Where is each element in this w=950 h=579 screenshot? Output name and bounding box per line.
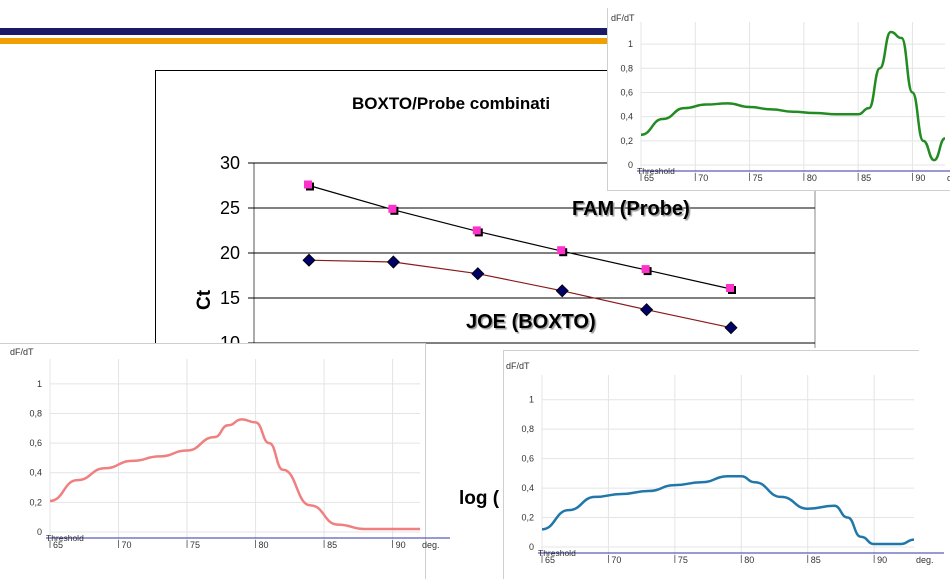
melt-green-y-tick-label: 0,8 xyxy=(620,63,633,73)
melt-green-y-tick-label: 1 xyxy=(628,39,633,49)
melt-green-x-tick-label: 65 xyxy=(644,173,654,183)
melt-green-x-tick-label: 80 xyxy=(807,173,817,183)
melt-pink-y-tick-label: 0,6 xyxy=(29,438,42,448)
melt-blue-y-tick-label: 0 xyxy=(529,542,534,552)
melt-green-x-tick-label: 90 xyxy=(915,173,925,183)
melt-green-curve xyxy=(640,30,946,162)
melt-green-x-tick-label: 70 xyxy=(698,173,708,183)
melt-pink-x-tick-label: 80 xyxy=(259,540,269,550)
melt-green-x-tick-label: 75 xyxy=(753,173,763,183)
melt-curve-green-panel: 1 0,8 0,6 0,4 0,2 0 65 70 75 80 85 90 dF/dT deg. Thres… xyxy=(607,8,950,191)
melt-blue-y-axis-label: dF/dT xyxy=(506,361,530,371)
melt-pink-x-tick-label: 75 xyxy=(190,540,200,550)
melt-curve-pink: 1 0,8 0,6 0,4 0,2 0 65 70 75 80 85 90 dF/dT deg. Thres… xyxy=(10,347,450,550)
melt-pink-y-tick-label: 1 xyxy=(37,379,42,389)
melt-pink-x-axis-label: deg. xyxy=(422,540,440,550)
melt-blue-x-axis-label: deg. xyxy=(916,555,934,565)
melt-blue-x-tick-label: 65 xyxy=(545,555,555,565)
header-bar-gold xyxy=(0,38,620,44)
melt-green-x-axis-label: deg. xyxy=(947,173,950,183)
melt-blue-x-tick-label: 70 xyxy=(611,555,621,565)
melt-green-y-tick-label: 0,2 xyxy=(620,136,633,146)
melt-blue-threshold-label: Threshold xyxy=(538,548,576,558)
melt-pink-y-tick-label: 0,2 xyxy=(29,497,42,507)
melt-pink-x-tick-label: 85 xyxy=(327,540,337,550)
header-bar-navy xyxy=(0,28,620,35)
melt-curve-green: 1 0,8 0,6 0,4 0,2 0 65 70 75 80 85 90 dF/dT deg. Thres… xyxy=(611,13,950,183)
melt-pink-curve xyxy=(49,418,420,531)
melt-blue-x-tick-label: 75 xyxy=(678,555,688,565)
melt-blue-y-tick-label: 0,6 xyxy=(521,454,534,464)
melt-blue-x-tick-label: 80 xyxy=(744,555,754,565)
melt-blue-y-tick-label: 1 xyxy=(529,395,534,405)
melt-green-y-axis-label: dF/dT xyxy=(611,13,635,23)
melt-green-y-tick-label: 0 xyxy=(628,160,633,170)
melt-pink-y-tick-label: 0 xyxy=(37,527,42,537)
series-label-joe: JOE (BOXTO) xyxy=(466,311,596,333)
melt-pink-y-tick-label: 0,8 xyxy=(29,408,42,418)
melt-blue-x-tick-label: 85 xyxy=(811,555,821,565)
melt-blue-y-tick-label: 0,4 xyxy=(521,483,534,493)
melt-blue-curve xyxy=(541,475,915,546)
melt-blue-y-tick-label: 0,8 xyxy=(521,424,534,434)
melt-green-y-tick-label: 0,6 xyxy=(620,87,633,97)
ct-chart-frame xyxy=(155,70,836,361)
melt-pink-x-tick-label: 70 xyxy=(122,540,132,550)
melt-pink-x-tick-label: 65 xyxy=(53,540,63,550)
series-label-fam: FAM (Probe) xyxy=(572,198,690,220)
melt-green-y-tick-label: 0,4 xyxy=(620,112,633,122)
ct-chart-title: BOXTO/Probe combinati xyxy=(352,94,551,113)
melt-pink-y-axis-label: dF/dT xyxy=(10,347,34,357)
melt-curve-pink-panel: 1 0,8 0,6 0,4 0,2 0 65 70 75 80 85 90 dF/dT deg. Thres… xyxy=(0,343,450,579)
melt-blue-x-tick-label: 90 xyxy=(877,555,887,565)
melt-green-threshold-label: Threshold xyxy=(637,166,675,176)
melt-pink-y-tick-label: 0,4 xyxy=(29,468,42,478)
melt-curve-blue-panel: 1 0,8 0,6 0,4 0,2 0 65 70 75 80 85 90 dF/dT deg. Thres… xyxy=(503,350,944,579)
melt-blue-y-tick-label: 0,2 xyxy=(521,513,534,523)
melt-curve-blue: 1 0,8 0,6 0,4 0,2 0 65 70 75 80 85 90 dF/dT deg. Thres… xyxy=(506,361,944,565)
ct-chart-xlabel: log ( xyxy=(459,488,500,509)
melt-pink-x-tick-label: 90 xyxy=(396,540,406,550)
melt-pink-threshold-label: Threshold xyxy=(46,533,84,543)
melt-green-x-tick-label: 85 xyxy=(861,173,871,183)
